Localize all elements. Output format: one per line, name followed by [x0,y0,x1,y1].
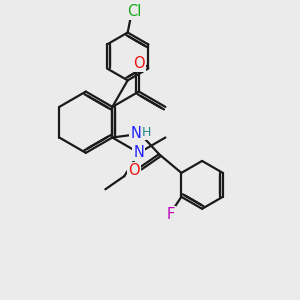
Text: O: O [128,163,140,178]
Text: O: O [133,56,145,71]
Text: N: N [130,126,141,141]
Text: N: N [134,145,144,160]
Text: F: F [166,207,174,222]
Text: Cl: Cl [127,4,141,19]
Text: H: H [142,126,151,140]
